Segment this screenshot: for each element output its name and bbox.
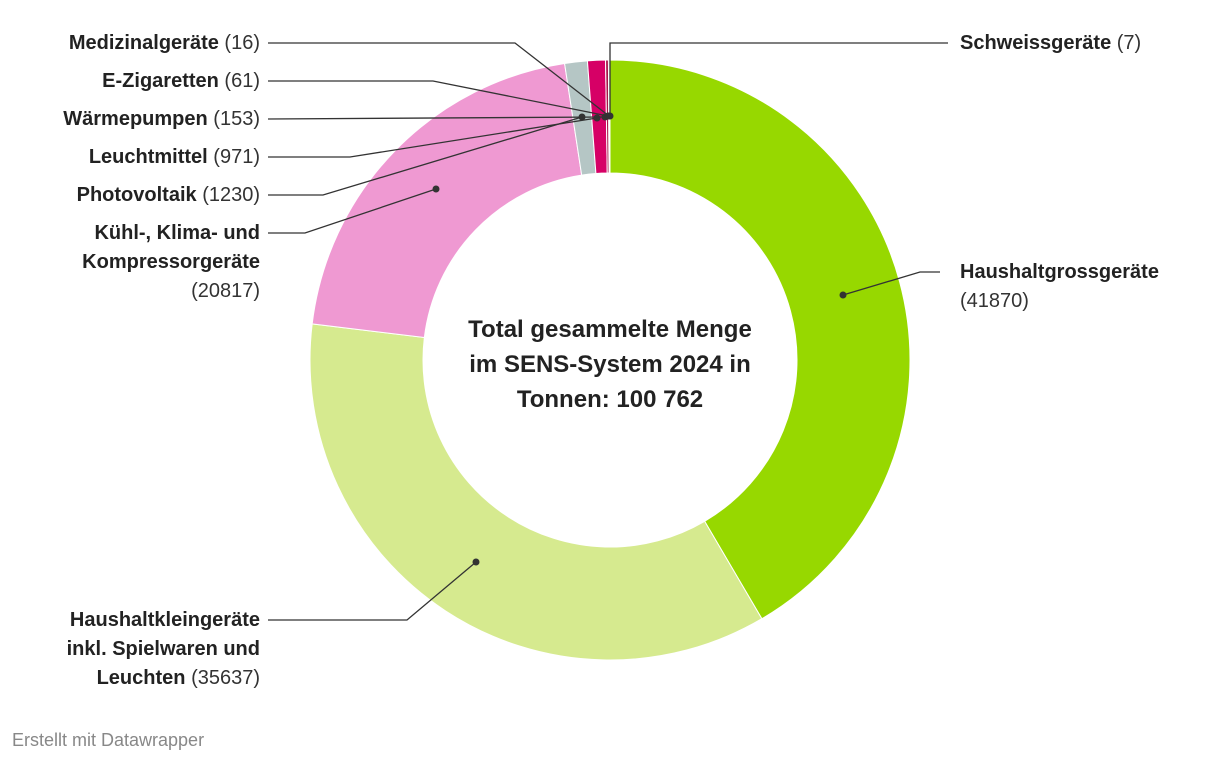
label-medizinal: Medizinalgeräte (16) <box>68 32 260 54</box>
leader-line-medizinal <box>268 42 610 117</box>
label-photovoltaik: Photovoltaik (1230) <box>76 184 260 206</box>
donut-slice-1 <box>309 323 763 661</box>
leader-line-schweiss <box>609 42 948 116</box>
leader-line-leuchtmittel <box>268 117 598 158</box>
label-haushaltgross: Haushaltgrossgeräte (41870) <box>960 261 1159 312</box>
label-waermepumpen: Wärmepumpen (153) <box>63 108 260 130</box>
leader-line-haushaltklein <box>268 561 477 621</box>
center-line-2: im SENS-System 2024 in <box>469 351 751 378</box>
label-schweiss: Schweissgeräte (7) <box>960 32 1142 54</box>
leader-line-ezigaretten <box>268 80 609 117</box>
label-leuchtmittel: Leuchtmittel (971) <box>88 146 260 168</box>
label-haushaltklein: Haushaltkleingeräte inkl. Spielwaren und… <box>66 609 260 689</box>
leader-line-haushaltgross <box>842 271 940 296</box>
footer-credit: Erstellt mit Datawrapper <box>12 730 205 750</box>
donut-slice-2 <box>311 62 583 339</box>
center-line-1: Total gesammelte Menge <box>468 316 752 343</box>
donut-slice-0 <box>609 59 911 620</box>
label-kuehl: Kühl-, Klima- und Kompressorgeräte (2081… <box>82 222 260 302</box>
donut-center-label: Total gesammelte Menge im SENS-System 20… <box>435 312 785 417</box>
leader-line-waermepumpen <box>267 116 606 120</box>
leader-line-photovoltaik <box>268 116 583 196</box>
label-ezigaretten: E-Zigaretten (61) <box>102 70 260 92</box>
center-line-3: Tonnen: 100 762 <box>516 386 704 413</box>
leader-line-kuehl <box>268 188 437 234</box>
